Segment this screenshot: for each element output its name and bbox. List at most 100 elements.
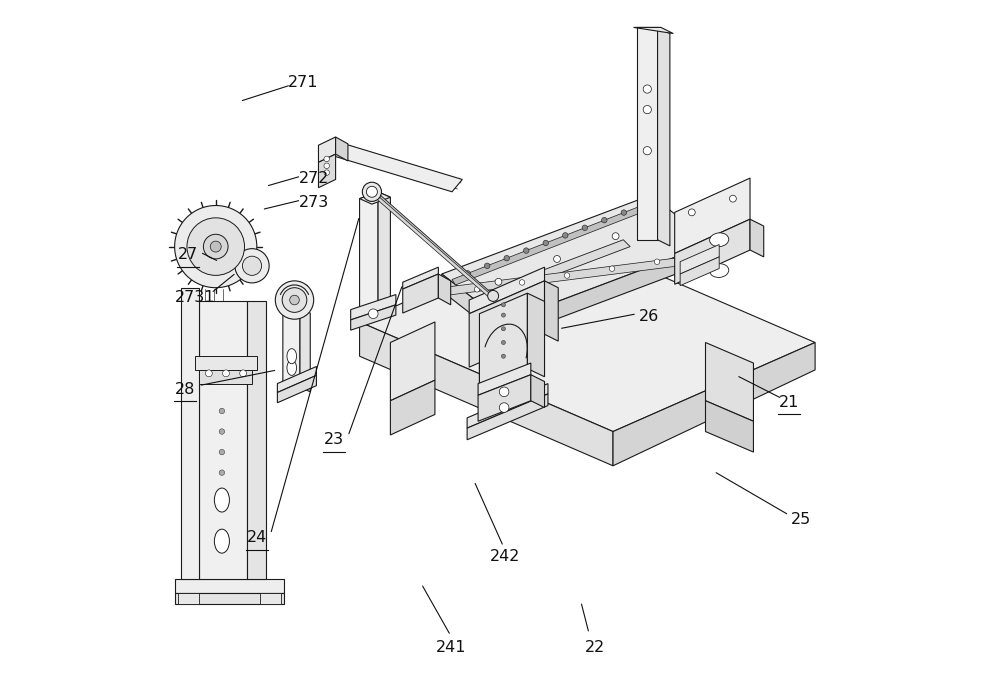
- Circle shape: [242, 256, 262, 275]
- Circle shape: [621, 210, 627, 215]
- Polygon shape: [442, 195, 712, 322]
- Polygon shape: [442, 274, 503, 339]
- Text: 25: 25: [791, 512, 812, 527]
- Text: 22: 22: [584, 640, 605, 655]
- Polygon shape: [277, 366, 316, 393]
- Circle shape: [495, 278, 502, 285]
- Ellipse shape: [710, 264, 729, 277]
- Circle shape: [235, 249, 269, 283]
- Polygon shape: [442, 253, 712, 296]
- Circle shape: [324, 163, 329, 169]
- Text: 242: 242: [490, 549, 521, 564]
- Circle shape: [187, 218, 244, 275]
- Circle shape: [368, 309, 378, 319]
- Circle shape: [609, 266, 615, 271]
- Polygon shape: [375, 193, 493, 297]
- Circle shape: [205, 370, 212, 377]
- Circle shape: [563, 233, 568, 238]
- Polygon shape: [479, 293, 527, 389]
- Polygon shape: [318, 137, 336, 162]
- Polygon shape: [175, 593, 284, 604]
- Polygon shape: [181, 288, 199, 579]
- Polygon shape: [390, 322, 435, 401]
- Polygon shape: [467, 394, 548, 440]
- Polygon shape: [260, 593, 281, 604]
- Polygon shape: [658, 27, 670, 246]
- Ellipse shape: [214, 488, 229, 512]
- Text: 27: 27: [178, 247, 198, 262]
- Polygon shape: [360, 192, 378, 312]
- Circle shape: [474, 286, 480, 292]
- Circle shape: [366, 186, 377, 197]
- Polygon shape: [403, 267, 438, 289]
- Circle shape: [523, 248, 529, 253]
- Polygon shape: [706, 401, 753, 452]
- Polygon shape: [175, 579, 284, 593]
- Polygon shape: [351, 305, 396, 330]
- Circle shape: [612, 233, 619, 240]
- Circle shape: [501, 303, 505, 307]
- Polygon shape: [680, 245, 719, 274]
- Circle shape: [519, 279, 525, 285]
- Polygon shape: [478, 363, 531, 395]
- Polygon shape: [327, 142, 338, 163]
- Circle shape: [282, 288, 307, 312]
- Circle shape: [219, 470, 225, 475]
- Text: 241: 241: [435, 640, 466, 655]
- Circle shape: [501, 354, 505, 358]
- Circle shape: [499, 403, 509, 412]
- Circle shape: [465, 271, 470, 276]
- Polygon shape: [375, 196, 493, 298]
- Polygon shape: [527, 293, 545, 377]
- Text: 272: 272: [298, 171, 329, 186]
- Circle shape: [643, 105, 651, 114]
- Polygon shape: [378, 192, 390, 310]
- Circle shape: [499, 387, 509, 397]
- Polygon shape: [390, 380, 435, 435]
- Text: 23: 23: [324, 432, 344, 447]
- Circle shape: [219, 429, 225, 434]
- Circle shape: [290, 295, 299, 305]
- Polygon shape: [300, 308, 310, 392]
- Circle shape: [504, 256, 509, 261]
- Ellipse shape: [214, 529, 229, 553]
- Circle shape: [501, 327, 505, 331]
- Circle shape: [729, 195, 736, 202]
- Text: 28: 28: [175, 382, 195, 397]
- Text: 21: 21: [779, 395, 799, 410]
- Text: 2731: 2731: [175, 290, 215, 306]
- Circle shape: [203, 234, 228, 259]
- Polygon shape: [438, 274, 451, 305]
- Polygon shape: [637, 27, 658, 240]
- Circle shape: [219, 408, 225, 414]
- Polygon shape: [360, 322, 613, 466]
- Circle shape: [362, 182, 381, 201]
- Polygon shape: [634, 27, 673, 34]
- Polygon shape: [680, 257, 719, 286]
- Circle shape: [654, 259, 660, 264]
- Circle shape: [564, 273, 570, 278]
- Polygon shape: [403, 274, 438, 313]
- Polygon shape: [199, 370, 252, 384]
- Polygon shape: [336, 137, 348, 161]
- Polygon shape: [247, 301, 266, 579]
- Polygon shape: [531, 375, 545, 408]
- Polygon shape: [351, 295, 396, 320]
- Ellipse shape: [287, 349, 297, 364]
- Polygon shape: [199, 301, 247, 579]
- Circle shape: [175, 206, 257, 288]
- Polygon shape: [195, 356, 257, 370]
- Circle shape: [554, 256, 560, 262]
- Circle shape: [275, 281, 314, 319]
- Circle shape: [488, 290, 499, 301]
- Circle shape: [543, 240, 548, 246]
- Polygon shape: [750, 219, 764, 257]
- Circle shape: [223, 370, 229, 377]
- Circle shape: [602, 217, 607, 223]
- Polygon shape: [277, 375, 316, 403]
- Polygon shape: [613, 342, 815, 466]
- Circle shape: [501, 313, 505, 317]
- Polygon shape: [360, 233, 815, 432]
- Polygon shape: [469, 281, 545, 367]
- Polygon shape: [675, 219, 750, 284]
